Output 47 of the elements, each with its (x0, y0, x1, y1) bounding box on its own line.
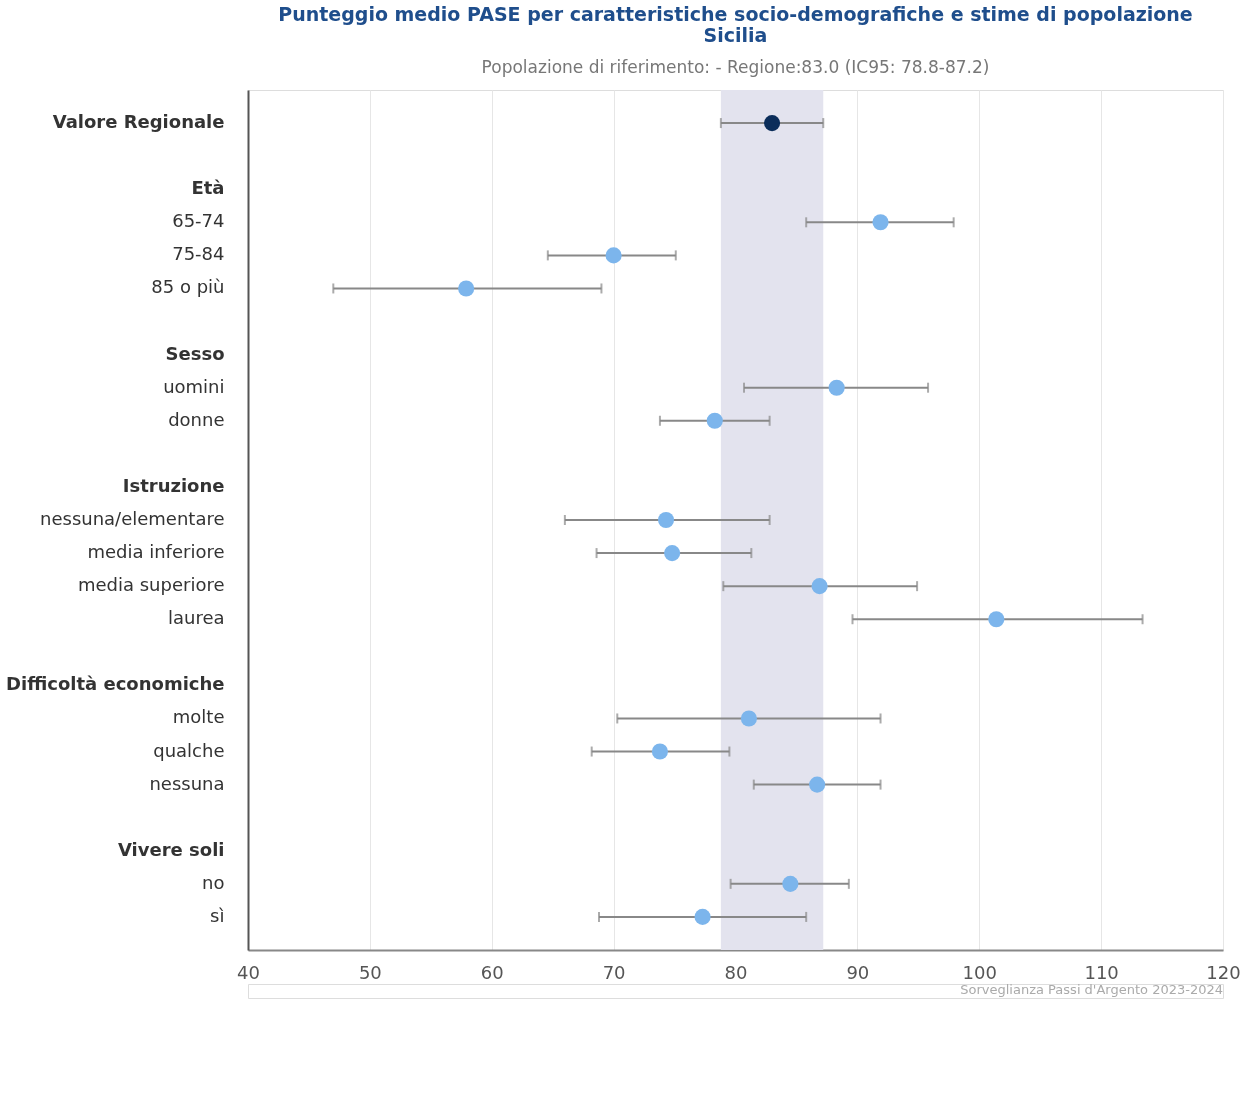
y-tick-label: Età (191, 177, 225, 199)
y-tick-label: molte (172, 706, 225, 728)
y-tick-label: nessuna (149, 772, 225, 794)
x-tick-label: 90 (846, 961, 870, 983)
y-tick-label: Vivere soli (118, 838, 225, 860)
x-tick-label: 110 (1084, 961, 1119, 983)
y-tick-label: Difficoltà economiche (6, 673, 225, 695)
point (664, 545, 681, 562)
x-tick-label: 120 (1206, 961, 1241, 983)
y-tick-label: media inferiore (87, 541, 225, 563)
y-tick-label: laurea (167, 607, 225, 629)
y-tick-label: uomini (163, 375, 225, 397)
point (694, 908, 711, 925)
y-tick-label: Istruzione (122, 474, 225, 496)
point (872, 214, 889, 231)
point (988, 611, 1005, 628)
y-tick-label: sì (210, 904, 225, 926)
point (605, 247, 622, 264)
y-tick-label: no (202, 871, 225, 893)
text: Sorveglianza Passi d'Argento 2023-2024 (960, 982, 1223, 997)
point (828, 379, 845, 396)
x-tick-label: 80 (724, 961, 748, 983)
y-tick-label: 65-74 (172, 210, 225, 232)
point (706, 412, 723, 429)
x-tick-label: 70 (602, 961, 626, 983)
y-tick-label: nessuna/elementare (40, 508, 225, 529)
point (764, 115, 781, 132)
y-tick-label: media superiore (77, 574, 225, 596)
point (651, 743, 668, 760)
chart-subtitle: Popolazione di riferimento: - Regione:83.0 (IC95: 78.8-87.2) (481, 57, 990, 77)
point (782, 875, 799, 892)
y-tick-label: Valore Regionale (52, 111, 225, 133)
chart-title: Punteggio medio PASE per caratteristiche socio-demografiche e stime di popolazione Sicilia (278, 3, 1193, 46)
x-tick-label: 50 (358, 961, 382, 983)
y-tick-label: 85 o più (151, 276, 225, 298)
point (811, 578, 828, 595)
y-tick-label: qualche (153, 739, 225, 761)
point (458, 280, 475, 297)
x-tick-label: 40 (237, 961, 260, 983)
point (740, 710, 757, 727)
y-tick-label: Sesso (165, 342, 225, 364)
y-tick-label: 75-84 (172, 243, 225, 265)
point (657, 511, 675, 529)
x-tick-label: 100 (962, 961, 997, 983)
x-tick-label: 60 (480, 961, 504, 983)
point (809, 776, 826, 793)
y-tick-label: donne (168, 408, 225, 430)
